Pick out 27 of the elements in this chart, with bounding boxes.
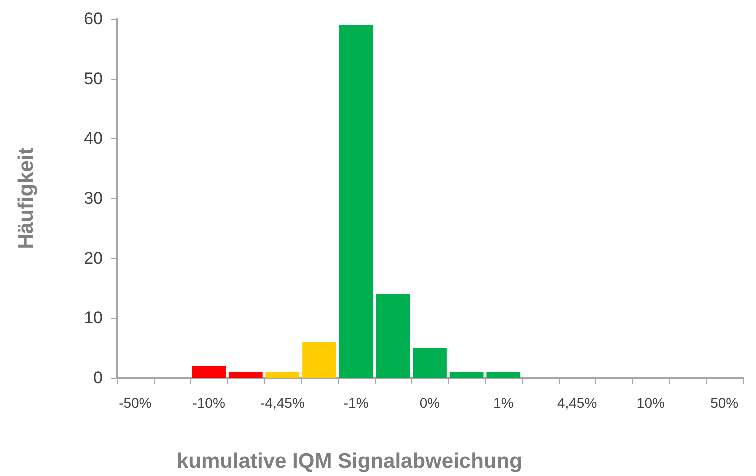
- bar: [228, 372, 263, 378]
- y-tick-label: 20: [84, 248, 103, 268]
- bar: [339, 24, 374, 378]
- bar: [266, 372, 300, 378]
- y-tick-label: 50: [84, 69, 103, 88]
- bar: [376, 294, 410, 378]
- bar: [486, 372, 521, 378]
- bar: [192, 366, 226, 378]
- y-tick-label: 30: [84, 189, 103, 208]
- x-axis-title: kumulative IQM Signalabweichung: [177, 450, 522, 473]
- x-tick-label: -50%: [119, 395, 152, 411]
- bar: [450, 372, 484, 378]
- y-tick-label: 0: [94, 368, 103, 388]
- y-tick-label: 60: [84, 10, 103, 28]
- x-tick-label: -1%: [344, 395, 369, 411]
- x-tick-label: -4,45%: [260, 395, 305, 411]
- bar: [302, 342, 336, 378]
- bar: [413, 348, 447, 378]
- y-tick-label: 40: [84, 129, 103, 148]
- x-tick-label: 50%: [710, 395, 739, 411]
- x-tick-label: 1%: [494, 395, 514, 411]
- x-tick-label: 4,45%: [557, 395, 598, 411]
- y-tick-label: 10: [84, 308, 103, 328]
- x-tick-label: 0%: [420, 395, 440, 411]
- x-tick-label: -10%: [192, 395, 226, 411]
- y-axis-title: Häufigkeit: [15, 148, 38, 250]
- x-tick-label: 10%: [636, 395, 665, 411]
